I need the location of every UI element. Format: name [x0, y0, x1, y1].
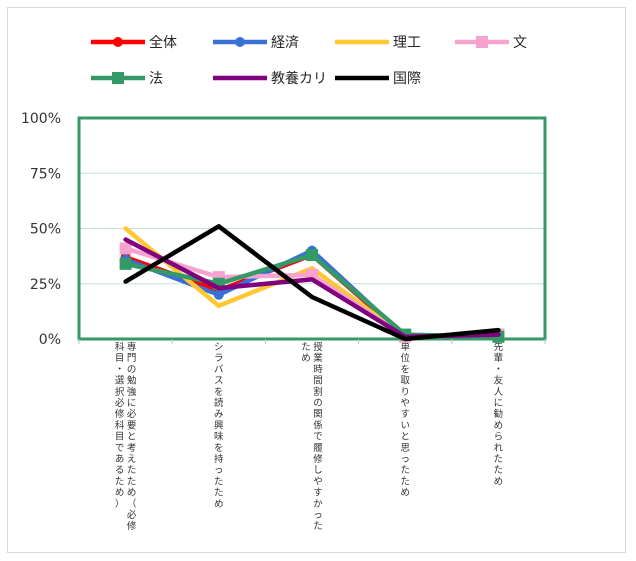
legend-label: 全体: [149, 34, 177, 51]
y-tick-label: 75%: [30, 166, 61, 182]
x-category-label: シラバスを読み興味を持ったため: [214, 342, 224, 510]
x-category-label-line: ため: [301, 342, 311, 364]
plot-area: [77, 116, 547, 341]
x-category-label-line: 専門の勉強に必要と考えたため（必修: [127, 341, 137, 532]
data-point: [213, 289, 224, 300]
data-point: [306, 249, 318, 262]
x-category-label: 単位を取りやすいと思ったため: [400, 341, 410, 499]
legend-label: 教養カリ: [271, 70, 327, 87]
legend-marker: [235, 37, 245, 47]
data-point: [119, 257, 132, 270]
legend-label: 法: [149, 71, 163, 87]
x-category-label-line: シラバスを読み興味を持ったため: [214, 342, 224, 510]
series-line-6: [123, 224, 501, 342]
x-category-label-line: 先輩・友人に勧められたため: [494, 341, 504, 487]
y-tick-label: 100%: [21, 111, 61, 127]
legend-label: 文: [513, 35, 527, 51]
legend-marker: [476, 36, 488, 48]
x-category-label: 先輩・友人に勧められたため: [494, 341, 504, 487]
y-tick-label: 50%: [30, 222, 61, 238]
legend-label: 経済: [271, 35, 299, 51]
x-category-label-line: 科目・選択必修科目であるため）: [115, 341, 125, 510]
x-category-label-line: 単位を取りやすいと思ったため: [400, 341, 410, 499]
chart-frame: [7, 7, 626, 553]
legend-marker: [112, 72, 124, 84]
legend-marker: [113, 37, 123, 47]
legend-label: 理工: [393, 35, 421, 51]
series-line-3: [123, 246, 501, 340]
data-point: [119, 242, 132, 255]
x-category-label: 専門の勉強に必要と考えたため（必修科目・選択必修科目であるため）: [115, 341, 137, 532]
legend-label: 国際: [393, 71, 421, 87]
y-tick-label: 25%: [30, 277, 61, 293]
x-category-label-line: 授業時間割の関係で履修しやすかった: [313, 341, 323, 532]
y-tick-label: 0%: [39, 332, 61, 348]
